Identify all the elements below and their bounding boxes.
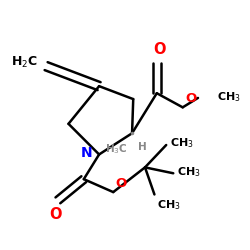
Text: H$_2$C: H$_2$C (11, 55, 38, 70)
Text: O: O (153, 42, 166, 58)
Text: H$_3$C: H$_3$C (105, 143, 127, 156)
Text: O: O (115, 177, 126, 190)
Text: O: O (185, 92, 196, 105)
Text: O: O (49, 207, 62, 222)
Text: CH$_3$: CH$_3$ (157, 198, 180, 212)
Text: H: H (138, 142, 147, 152)
Text: CH$_3$: CH$_3$ (217, 90, 241, 104)
Text: CH$_3$: CH$_3$ (177, 165, 201, 179)
Text: CH$_3$: CH$_3$ (170, 136, 194, 149)
Text: N: N (81, 146, 92, 160)
